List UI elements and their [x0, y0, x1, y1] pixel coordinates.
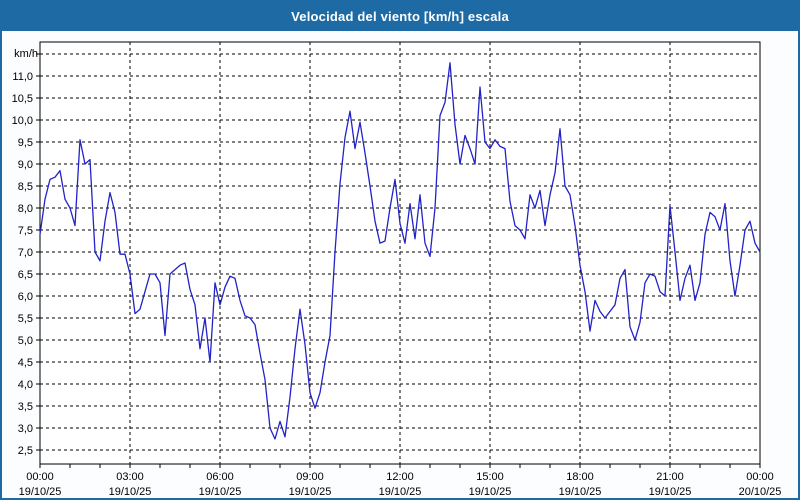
y-axis-label: 4,5 — [18, 357, 33, 369]
y-axis-label: 11,0 — [12, 71, 33, 83]
y-axis-label: 10,0 — [12, 115, 33, 127]
x-axis-date-label: 19/10/25 — [109, 486, 152, 498]
y-axis-label: 8,5 — [18, 181, 33, 193]
y-axis-label: 5,5 — [18, 313, 33, 325]
y-axis-label: 3,0 — [18, 423, 33, 435]
x-axis-date-label: 19/10/25 — [289, 486, 332, 498]
x-axis-date-label: 19/10/25 — [19, 486, 62, 498]
x-axis-time-label: 18:00 — [566, 471, 594, 483]
y-axis-label: 7,0 — [18, 247, 33, 259]
x-axis-date-label: 19/10/25 — [199, 486, 242, 498]
y-axis-label: 6,5 — [18, 269, 33, 281]
y-axis-label: 4,0 — [18, 379, 33, 391]
y-axis-unit-label: km/h — [14, 48, 38, 60]
wind-speed-chart-svg: 2,5 3,0 3,5 4,0 4,5 5,0 5,5 6,0 6,5 7,0 7,5 8,0 8,5 9… — [12, 41, 782, 498]
y-axis-label: 3,5 — [18, 401, 33, 413]
y-axis-label: 7,5 — [18, 225, 33, 237]
y-axis-label: 2,5 — [18, 445, 33, 457]
window-title: Velocidad del viento [km/h] escala — [2, 2, 798, 31]
x-axis-time-label: 15:00 — [476, 471, 504, 483]
y-axis-label: 9,5 — [18, 137, 33, 149]
y-axis-label: 10,5 — [12, 93, 33, 105]
x-axis-time-label: 00:00 — [26, 471, 54, 483]
x-axis-date-label: 19/10/25 — [649, 486, 692, 498]
x-axis-time-label: 09:00 — [296, 471, 324, 483]
x-axis-time-label: 00:00 — [746, 471, 774, 483]
x-axis-date-label: 19/10/25 — [379, 486, 422, 498]
wind-speed-chart: 2,5 3,0 3,5 4,0 4,5 5,0 5,5 6,0 6,5 7,0 7,5 8,0 8,5 9… — [2, 31, 798, 498]
x-axis-time-label: 12:00 — [386, 471, 414, 483]
y-axis-label: 6,0 — [18, 291, 33, 303]
x-axis-time-label: 21:00 — [656, 471, 684, 483]
x-axis-time-label: 06:00 — [206, 471, 234, 483]
y-axis-label: 8,0 — [18, 203, 33, 215]
x-axis-time-label: 03:00 — [116, 471, 144, 483]
x-axis-date-label: 20/10/25 — [739, 486, 782, 498]
x-axis-date-label: 19/10/25 — [469, 486, 512, 498]
x-axis-date-label: 19/10/25 — [559, 486, 602, 498]
y-axis-label: 5,0 — [18, 335, 33, 347]
y-axis-label: 9,0 — [18, 159, 33, 171]
wind-speed-line — [39, 62, 761, 440]
